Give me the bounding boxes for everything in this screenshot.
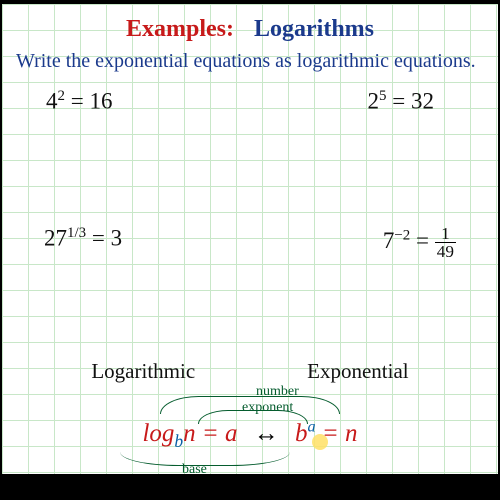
label-exponential: Exponential [307, 359, 408, 384]
title-topic: Logarithms [254, 16, 374, 42]
equation-4: 7−2 = 149 [383, 225, 456, 261]
equation-row-2: 271/3 = 3 7−2 = 149 [16, 225, 484, 261]
instruction-text: Write the exponential equations as logar… [16, 49, 484, 74]
content-layer: Examples: Logarithms Write the exponenti… [2, 4, 498, 474]
title-row: Examples: Logarithms [16, 16, 484, 43]
equation-2: 25 = 32 [368, 88, 434, 115]
title-examples: Examples: [126, 16, 234, 42]
equation-3: 271/3 = 3 [44, 225, 122, 261]
equation-1: 42 = 16 [46, 88, 112, 115]
worksheet-page: Examples: Logarithms Write the exponenti… [2, 4, 498, 474]
label-row: Logarithmic Exponential [2, 359, 498, 384]
equivalence-expression: logbn = a ↔ ba = n [90, 418, 410, 452]
footer-area: Logarithmic Exponential number exponent … [2, 359, 498, 456]
label-logarithmic: Logarithmic [91, 359, 195, 384]
anno-base: base [182, 462, 207, 478]
equivalence-stage: number exponent logbn = a ↔ ba = n base [90, 386, 410, 456]
equation-row-1: 42 = 16 25 = 32 [16, 88, 484, 115]
